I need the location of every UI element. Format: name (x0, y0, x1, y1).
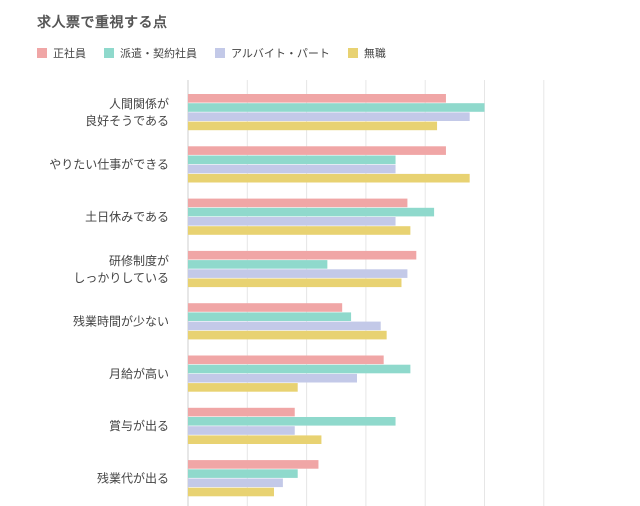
legend-swatch-arubaito (215, 48, 225, 58)
bar-2-2 (188, 217, 396, 226)
bar-5-1 (188, 364, 411, 374)
bar-0-1 (188, 103, 485, 112)
bar-4-0 (188, 303, 343, 312)
legend-label-arubaito: アルバイト・パート (231, 47, 330, 60)
bar-7-3 (188, 487, 274, 497)
legend-label-haken: 派遣・契約社員 (120, 47, 197, 60)
category-label-2-0: 土日休みである (85, 210, 169, 224)
category-label-4-0: 残業時間が少ない (73, 314, 169, 329)
bar-5-2 (188, 373, 358, 383)
bar-2-0 (188, 198, 408, 208)
bar-0-3 (188, 121, 438, 131)
category-label-0-0: 人間関係が (109, 96, 169, 111)
bar-0-2 (188, 112, 470, 121)
legend-item-mushoku: 無職 (347, 45, 386, 61)
bar-3-1 (188, 260, 328, 269)
bar-5-0 (188, 355, 384, 365)
bar-2-3 (188, 226, 411, 235)
bar-6-3 (188, 435, 322, 444)
bar-1-1 (188, 155, 396, 165)
chart-title: 求人票で重視する点 (37, 15, 168, 31)
bar-6-0 (188, 407, 295, 417)
category-label-0-1: 良好そうである (85, 113, 169, 128)
legend-swatch-haken (104, 48, 114, 58)
bar-7-2 (188, 478, 283, 488)
legend-label-mushoku: 無職 (363, 47, 386, 60)
legend-swatch-seishain (37, 48, 47, 58)
category-label-3-0: 研修制度が (109, 253, 169, 268)
bar-6-1 (188, 417, 396, 426)
bar-3-3 (188, 278, 402, 288)
bar-3-2 (188, 269, 408, 278)
category-label-6-0: 賞与が出る (109, 418, 169, 433)
bar-1-2 (188, 164, 396, 174)
bar-5-3 (188, 383, 298, 392)
category-label-3-1: しっかりしている (73, 271, 169, 285)
bar-4-1 (188, 312, 352, 321)
bar-1-3 (188, 173, 470, 183)
legend-item-haken: 派遣・契約社員 (104, 45, 197, 61)
legend-item-seishain: 正社員 (37, 45, 86, 61)
legend-label-seishain: 正社員 (53, 47, 86, 60)
legend-item-arubaito: アルバイト・パート (215, 45, 330, 61)
category-label-1-0: やりたい仕事ができる (49, 157, 169, 172)
bar-7-0 (188, 460, 319, 469)
category-label-7-0: 残業代が出る (97, 471, 169, 486)
bar-0-0 (188, 94, 446, 103)
bar-7-1 (188, 469, 298, 478)
legend: 正社員 派遣・契約社員 アルバイト・パート 無職 (37, 45, 386, 61)
bar-6-2 (188, 426, 295, 435)
bar-4-3 (188, 330, 387, 340)
bar-1-0 (188, 146, 446, 155)
bar-3-0 (188, 250, 417, 260)
category-label-5-0: 月給が高い (109, 366, 169, 381)
bar-2-1 (188, 207, 435, 217)
bar-4-2 (188, 321, 381, 331)
legend-swatch-mushoku (347, 48, 358, 58)
